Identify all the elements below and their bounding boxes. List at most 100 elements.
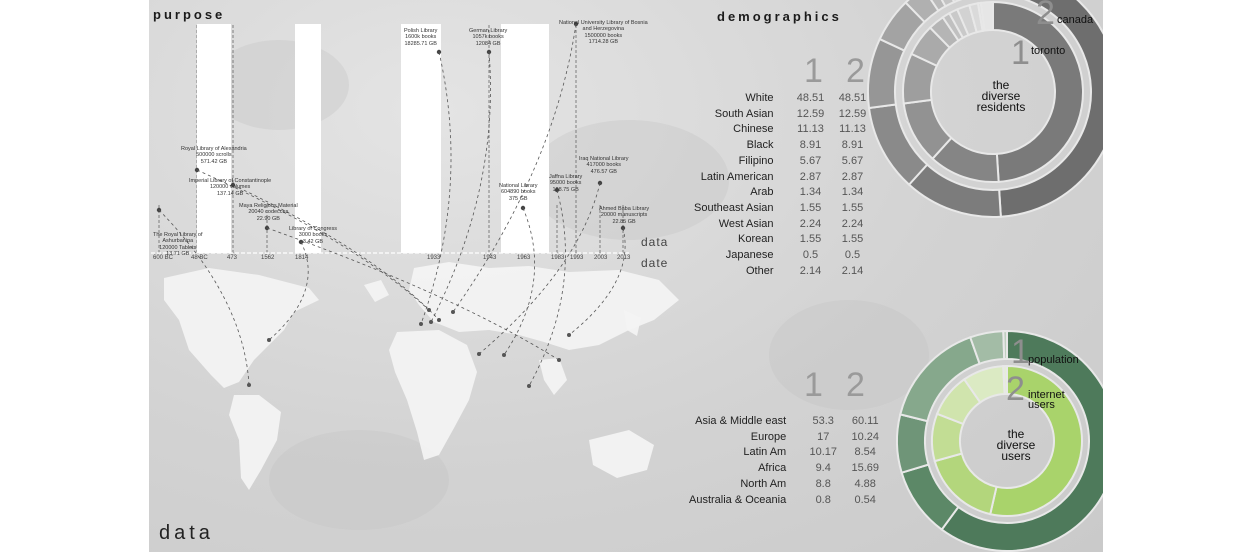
year-tick: 1933	[427, 255, 441, 261]
year-tick: 1963	[517, 255, 531, 261]
residents-ring-1-number: 1	[1011, 34, 1030, 72]
library-note: Royal Library of Alexandria 500000 scroll…	[181, 146, 247, 165]
library-note-line: 22.85 GB	[612, 218, 636, 225]
cell-label: Australia & Oceania	[689, 493, 787, 506]
texture-blot	[529, 120, 729, 240]
x-axis-label: date	[641, 256, 669, 270]
table-row: Africa 9.4 15.69	[689, 461, 886, 477]
table-row: Filipino 5.67 5.67	[694, 154, 874, 170]
texture-blot	[209, 40, 349, 130]
table-row: South Asian 12.59 12.59	[694, 107, 874, 123]
cell-v1: 53.3	[812, 415, 834, 427]
year-tick: 2013	[617, 255, 631, 261]
library-note-line: National University Library of Bosnia	[559, 20, 648, 26]
library-note-line: Royal Library of Alexandria	[181, 146, 247, 152]
cell-v2: 2.87	[841, 170, 864, 183]
texture-blot	[269, 430, 449, 530]
library-note-line: 20000 manuscripts	[600, 212, 648, 219]
year-tick: 1983	[551, 255, 565, 261]
texture-blot	[769, 300, 929, 410]
library-link	[452, 23, 577, 313]
library-note-line: 1600k books	[405, 34, 437, 41]
cell-label: North Am	[740, 477, 787, 490]
year-tick: 1814	[295, 255, 309, 261]
table-row: Southeast Asian 1.55 1.55	[694, 201, 874, 217]
cell-v2: 8.91	[841, 139, 864, 152]
cell-v1: 1.55	[799, 201, 822, 214]
cell-v2: 4.88	[854, 477, 876, 490]
cell-v1: 12.59	[796, 107, 825, 120]
library-note-line: 375 GB	[508, 195, 528, 202]
cell-v1: 0.5	[802, 249, 819, 262]
bar-4	[501, 24, 549, 253]
library-note: German Library 1057k books 12084 GB	[469, 28, 507, 47]
library-note: The Royal Library of Ashurbanipa 120000 Ta…	[153, 232, 203, 258]
users-col-head-2: 2	[846, 366, 865, 404]
col-head-1: 1	[804, 52, 823, 90]
slice-0-5	[1002, 364, 1008, 396]
infographic-board: purpose data data date 600 BC 48 BC 473 156…	[149, 0, 1103, 552]
cell-v2: 15.69	[851, 462, 879, 475]
library-link	[478, 182, 601, 355]
table-row: North Am 8.8 4.88	[689, 477, 886, 493]
library-note-line: 1714.28 GB	[588, 39, 618, 46]
library-note: Iraq National Library 417000 books 476.57 …	[579, 156, 629, 175]
library-note-line: 3.42 GB	[302, 238, 324, 245]
cell-label: West Asian	[718, 217, 774, 230]
cell-v2: 60.11	[851, 415, 879, 427]
cell-label: Chinese	[733, 123, 774, 136]
library-note-line: 604890 books	[500, 189, 536, 196]
library-note-line: 571.42 GB	[200, 158, 228, 165]
cell-label: Arab	[750, 186, 774, 199]
library-note: Imperial Library of Constantinople 120000…	[189, 178, 271, 197]
slice-0-0	[989, 364, 1083, 517]
table-row: White 48.51 48.51	[694, 91, 874, 107]
library-note-line: 1057k books	[472, 34, 504, 41]
cell-v1: 8.91	[799, 139, 822, 152]
library-note: National University Library of Bosnia and…	[559, 20, 648, 46]
cell-v1: 1.55	[799, 233, 822, 246]
world-map-landmass	[539, 358, 567, 395]
year-tick: 600 BC	[153, 255, 174, 261]
table-row: Latin American 2.87 2.87	[694, 170, 874, 186]
library-note-line: 18285.71 GB	[404, 40, 437, 47]
cell-v2: 5.67	[841, 154, 864, 167]
cell-v2: 2.24	[841, 217, 864, 230]
col-head-2: 2	[846, 52, 865, 90]
library-note-line: 417000 books	[586, 162, 622, 169]
map-dot	[437, 318, 441, 322]
table-row: West Asian 2.24 2.24	[694, 217, 874, 233]
slice-1-0	[940, 329, 1103, 552]
map-dot	[527, 384, 531, 388]
map-dot	[477, 352, 481, 356]
library-note-line: Polish Library	[404, 28, 438, 34]
cell-label: Filipino	[738, 154, 774, 167]
map-dot	[429, 320, 433, 324]
cell-v1: 11.13	[797, 123, 824, 136]
bar-2	[295, 24, 321, 253]
world-map-landmass	[364, 280, 389, 302]
library-note-line: 120000 volumes	[209, 184, 251, 191]
map-dot	[451, 310, 455, 314]
cell-v1: 17	[817, 430, 830, 443]
library-link	[430, 51, 491, 323]
demographics-table: White 48.51 48.51 South Asian 12.59 12.59 Chin…	[694, 91, 874, 279]
library-note-line: National Library	[499, 183, 538, 189]
year-tick: 1943	[483, 255, 497, 261]
cell-v1: 2.87	[799, 170, 822, 183]
cell-v1: 48.51	[796, 92, 825, 104]
library-note: National Library 604890 books 375 GB	[499, 183, 538, 202]
table-row: Europe 17 10.24	[689, 430, 886, 446]
library-note-line: 3000 books	[298, 232, 328, 239]
library-note-line: Imperial Library of Constantinople	[189, 178, 272, 184]
table-row: Black 8.91 8.91	[694, 138, 874, 154]
residents-ring-2-label: canada	[1057, 14, 1094, 26]
cell-v2: 48.51	[838, 92, 867, 104]
users-ring-2-label: internet users	[1028, 390, 1065, 411]
data-word: data	[159, 522, 214, 544]
library-note: Library of Congress 3000 books 3.42 GB	[289, 226, 337, 245]
users-ring-2-label-line-2: users	[1028, 399, 1055, 411]
world-map-landmass	[164, 268, 319, 388]
cell-v2: 10.24	[851, 430, 879, 443]
users-center-label: the diverse users	[976, 428, 1056, 462]
